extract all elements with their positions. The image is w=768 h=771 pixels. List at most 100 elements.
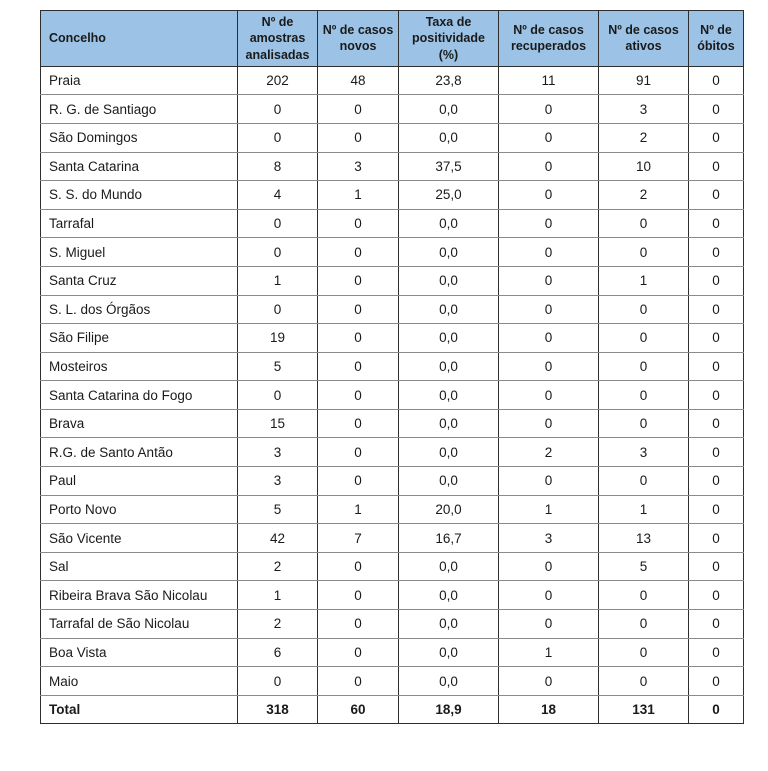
value-cell: 0	[317, 666, 399, 696]
covid-municipality-table: Concelho Nº de amostras analisadas Nº de c…	[40, 10, 744, 725]
value-cell: 0,0	[398, 237, 499, 267]
value-cell: 0	[317, 323, 399, 353]
value-cell: 3	[237, 437, 318, 468]
table-row: Paul 3 0 0,0 0 0 0	[40, 466, 744, 496]
value-cell: 3	[237, 466, 318, 496]
value-cell: 37,5	[398, 151, 499, 182]
table-row: Tarrafal 0 0 0,0 0 0 0	[40, 208, 744, 239]
value-cell: 0	[498, 237, 599, 267]
table-row: R. G. de Santiago 0 0 0,0 0 3 0	[40, 94, 744, 124]
value-cell: 10	[598, 151, 689, 182]
value-cell: 0	[237, 237, 318, 267]
value-cell: 0	[317, 122, 399, 153]
value-cell: 4	[237, 180, 318, 210]
value-cell: 2	[498, 437, 599, 468]
value-cell: 0	[688, 580, 744, 611]
value-cell: 0	[688, 94, 744, 124]
value-cell: 0,0	[398, 208, 499, 239]
value-cell: 0	[498, 151, 599, 182]
concelho-cell: Maio	[40, 666, 238, 696]
table-row: S. L. dos Órgãos 0 0 0,0 0 0 0	[40, 294, 744, 325]
value-cell: 0	[317, 437, 399, 468]
concelho-cell: S. Miguel	[40, 237, 238, 267]
concelho-cell: Paul	[40, 466, 238, 496]
value-cell: 13	[598, 523, 689, 553]
value-cell: 2	[237, 551, 318, 582]
value-cell: 18,9	[398, 694, 499, 725]
value-cell: 25,0	[398, 180, 499, 210]
column-header-concelho: Concelho	[40, 10, 238, 67]
value-cell: 0	[598, 208, 689, 239]
value-cell: 0	[598, 380, 689, 410]
value-cell: 0	[498, 208, 599, 239]
value-cell: 5	[237, 494, 318, 525]
total-label-cell: Total	[40, 694, 238, 725]
value-cell: 0,0	[398, 94, 499, 124]
value-cell: 0	[688, 437, 744, 468]
value-cell: 5	[237, 351, 318, 382]
value-cell: 3	[598, 437, 689, 468]
value-cell: 0,0	[398, 351, 499, 382]
value-cell: 0,0	[398, 122, 499, 153]
value-cell: 1	[498, 494, 599, 525]
value-cell: 0	[317, 94, 399, 124]
value-cell: 0,0	[398, 580, 499, 611]
value-cell: 0	[498, 666, 599, 696]
value-cell: 0	[688, 380, 744, 410]
column-header-4: Nº de casos recuperados	[498, 10, 599, 67]
concelho-cell: São Vicente	[40, 523, 238, 553]
value-cell: 0,0	[398, 551, 499, 582]
concelho-cell: R.G. de Santo Antão	[40, 437, 238, 468]
value-cell: 318	[237, 694, 318, 725]
value-cell: 0	[498, 94, 599, 124]
value-cell: 1	[237, 580, 318, 611]
value-cell: 0	[688, 637, 744, 668]
value-cell: 0	[237, 294, 318, 325]
value-cell: 0	[688, 323, 744, 353]
value-cell: 0	[317, 609, 399, 639]
value-cell: 1	[317, 494, 399, 525]
value-cell: 0	[498, 609, 599, 639]
value-cell: 0	[237, 208, 318, 239]
value-cell: 0	[688, 65, 744, 96]
value-cell: 0	[317, 408, 399, 439]
table-row: São Vicente 42 7 16,7 3 13 0	[40, 523, 744, 553]
concelho-cell: S. L. dos Órgãos	[40, 294, 238, 325]
value-cell: 0	[688, 551, 744, 582]
value-cell: 0	[498, 180, 599, 210]
table-row: Mosteiros 5 0 0,0 0 0 0	[40, 351, 744, 382]
table-row: S. Miguel 0 0 0,0 0 0 0	[40, 237, 744, 267]
table-row: Santa Catarina do Fogo 0 0 0,0 0 0 0	[40, 380, 744, 410]
value-cell: 0	[688, 208, 744, 239]
concelho-cell: Mosteiros	[40, 351, 238, 382]
value-cell: 0	[598, 323, 689, 353]
value-cell: 0	[688, 180, 744, 210]
value-cell: 0	[498, 408, 599, 439]
value-cell: 0	[317, 294, 399, 325]
value-cell: 0	[498, 122, 599, 153]
value-cell: 0	[498, 265, 599, 296]
value-cell: 60	[317, 694, 399, 725]
value-cell: 0	[498, 466, 599, 496]
value-cell: 15	[237, 408, 318, 439]
value-cell: 0	[688, 694, 744, 725]
value-cell: 2	[237, 609, 318, 639]
column-header-1: Nº de amostras analisadas	[237, 10, 318, 67]
table-row: Tarrafal de São Nicolau 2 0 0,0 0 0 0	[40, 609, 744, 639]
value-cell: 0	[688, 294, 744, 325]
value-cell: 5	[598, 551, 689, 582]
value-cell: 3	[317, 151, 399, 182]
concelho-cell: Porto Novo	[40, 494, 238, 525]
value-cell: 0,0	[398, 380, 499, 410]
value-cell: 0	[498, 351, 599, 382]
value-cell: 0	[317, 637, 399, 668]
value-cell: 0	[598, 466, 689, 496]
value-cell: 0	[498, 294, 599, 325]
value-cell: 0	[317, 580, 399, 611]
value-cell: 131	[598, 694, 689, 725]
value-cell: 0	[688, 265, 744, 296]
table-row: Porto Novo 5 1 20,0 1 1 0	[40, 494, 744, 525]
value-cell: 3	[598, 94, 689, 124]
value-cell: 0	[688, 237, 744, 267]
